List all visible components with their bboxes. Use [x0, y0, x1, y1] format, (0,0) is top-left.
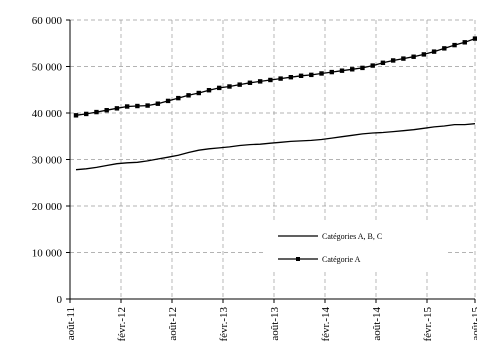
y-axis-tick-labels: 0 10 000 20 000 30 000 40 000 50 000 60 000	[32, 15, 63, 306]
series-2-point	[114, 106, 120, 111]
x-tick-label: févr.-15	[422, 307, 434, 342]
series-2-point	[390, 58, 396, 63]
series-2-point	[329, 69, 334, 75]
y-tick-label: 0	[57, 294, 63, 306]
series-2-point	[165, 98, 171, 104]
series-2-point	[370, 63, 375, 68]
series-2-point	[298, 73, 304, 78]
series-2-point	[350, 67, 355, 72]
y-tick-label: 20 000	[32, 201, 63, 213]
series	[73, 36, 477, 171]
series-2-point	[257, 79, 263, 84]
series-2-point	[401, 56, 406, 61]
series-2-point	[360, 65, 365, 71]
y-tick-label: 40 000	[32, 108, 63, 120]
y-tick-label: 10 000	[32, 248, 63, 260]
series-2-point	[84, 111, 89, 117]
x-tick-label: août-12	[167, 307, 179, 341]
series-2-point	[237, 82, 242, 87]
legend: Catégories A, B, C Catégorie A	[266, 220, 446, 272]
series-2-point	[288, 74, 294, 80]
y-tick-label: 30 000	[32, 155, 63, 167]
legend-label-series-2: Catégorie A	[322, 255, 361, 264]
series-2-point	[73, 113, 79, 118]
series-2-point	[206, 88, 212, 93]
series-2-point	[176, 95, 181, 101]
legend-label-series-1: Catégories A, B, C	[322, 232, 382, 241]
x-tick-label: févr.-13	[218, 307, 230, 342]
series-2-point	[421, 52, 427, 57]
series-2-point	[145, 103, 150, 108]
series-2-point	[124, 104, 130, 109]
legend-box	[266, 220, 446, 272]
series-2-point	[380, 60, 386, 65]
x-tick-label: févr.-12	[116, 307, 128, 342]
axes	[66, 19, 476, 303]
y-tick-label: 60 000	[32, 15, 63, 27]
x-tick-label: févr.-14	[320, 307, 332, 342]
series-2-point	[135, 103, 140, 109]
series-2-point	[247, 80, 253, 85]
series-2-point	[186, 93, 191, 98]
series-2-point	[411, 54, 416, 59]
series-2-point	[227, 84, 232, 89]
series-line-2	[75, 37, 476, 116]
series-2-point	[94, 109, 99, 115]
x-axis-tick-labels: août-11 févr.-12 août-12 févr.-13 août-13 fév…	[65, 307, 477, 342]
series-2-point	[155, 101, 161, 106]
x-tick-label: août-13	[269, 307, 281, 341]
series-2-point	[278, 76, 283, 81]
x-tick-label: août-14	[371, 307, 383, 341]
series-2-point	[339, 68, 345, 73]
series-2-point	[196, 90, 201, 96]
y-tick-label: 50 000	[32, 62, 63, 74]
series-2-point	[442, 46, 447, 51]
series-2-point	[319, 71, 324, 76]
series-2-point	[452, 42, 457, 48]
series-2-point	[217, 85, 222, 91]
series-2-point	[104, 108, 109, 113]
series-2-point	[431, 49, 437, 54]
series-2-point	[472, 36, 477, 41]
series-2-point	[309, 72, 314, 78]
series-2-point	[462, 40, 467, 45]
series-2-point	[268, 77, 273, 83]
series-line-1	[75, 123, 476, 171]
legend-marker-series-2	[296, 257, 300, 261]
x-tick-label: août-11	[65, 307, 77, 340]
x-tick-label: août-15	[470, 307, 477, 341]
